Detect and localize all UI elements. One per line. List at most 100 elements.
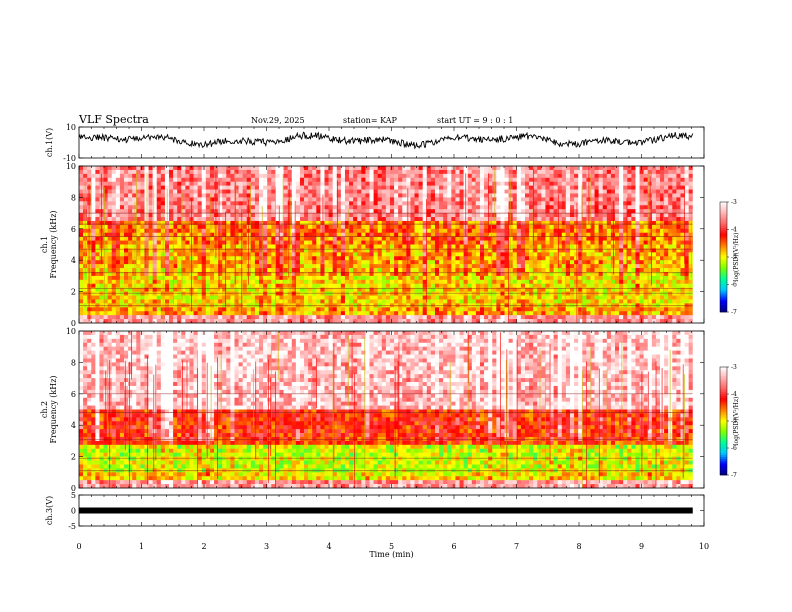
spectrogram-cell bbox=[234, 244, 239, 249]
spectrogram-cell bbox=[332, 240, 338, 245]
spectrogram-cell bbox=[291, 275, 297, 281]
spectrogram-cell bbox=[418, 185, 423, 190]
spectrogram-cell bbox=[103, 256, 108, 261]
spectrogram-cell bbox=[455, 291, 460, 296]
spectrogram-cell bbox=[537, 220, 542, 226]
spectrogram-cell bbox=[516, 236, 522, 241]
spectrogram-cell bbox=[316, 319, 321, 324]
spectrogram-cell bbox=[524, 315, 530, 320]
spectrogram-cell bbox=[250, 252, 256, 257]
spectrogram-cell bbox=[361, 256, 366, 261]
spectrogram-cell bbox=[136, 311, 141, 316]
spectrogram-cell bbox=[79, 268, 84, 273]
spectrogram-cell bbox=[471, 256, 477, 261]
spectrogram-cell bbox=[152, 228, 158, 234]
spectrogram-cell bbox=[414, 217, 419, 222]
spectrogram-cell bbox=[103, 236, 108, 241]
spectrogram-cell bbox=[402, 232, 407, 237]
spectrogram-cell bbox=[169, 166, 174, 171]
spectrogram-cell bbox=[267, 209, 272, 214]
spectrogram-cell bbox=[156, 268, 162, 273]
spectrogram-cell bbox=[467, 224, 473, 230]
spectrogram-cell bbox=[349, 189, 354, 194]
spectrogram-cell bbox=[463, 315, 469, 320]
spectrogram-cell bbox=[201, 279, 207, 285]
spectrogram-cell bbox=[561, 166, 567, 171]
spectrogram-cell bbox=[238, 166, 243, 171]
spectrogram-cell bbox=[541, 220, 546, 226]
spectrogram-cell bbox=[394, 224, 399, 230]
spectrogram-cell bbox=[488, 260, 493, 265]
spectrogram-cell bbox=[332, 319, 338, 324]
spectrogram-cell bbox=[336, 220, 342, 226]
spectrogram-cell bbox=[349, 275, 354, 281]
spectrogram-cell bbox=[414, 201, 419, 206]
spectrogram-cell bbox=[361, 213, 366, 218]
spectrogram-cell bbox=[389, 220, 395, 226]
spectrogram-cell bbox=[426, 260, 432, 265]
spectrogram-cell bbox=[299, 185, 305, 190]
spectrogram-cell bbox=[398, 228, 403, 234]
spectrogram-cell bbox=[410, 256, 415, 261]
spectrogram-cell bbox=[402, 287, 407, 292]
spectrogram-cell bbox=[312, 240, 317, 245]
spectrogram-cell bbox=[201, 197, 207, 202]
spectrogram-cell bbox=[254, 201, 260, 206]
spectrogram-cell bbox=[324, 213, 329, 218]
spectrogram-cell bbox=[87, 173, 92, 179]
spectrogram-cell bbox=[484, 232, 489, 237]
spectrogram-cell bbox=[209, 287, 215, 292]
spectrogram-cell bbox=[414, 173, 419, 179]
spectrogram-cell bbox=[496, 271, 501, 277]
spectrogram-cell bbox=[389, 248, 395, 253]
spectrogram-cell bbox=[230, 173, 235, 179]
spectrogram-cell bbox=[197, 169, 203, 175]
spectrogram-cell bbox=[394, 213, 399, 218]
spectrogram-cell bbox=[209, 299, 215, 304]
spectrogram-cell bbox=[136, 252, 141, 257]
spectrogram-cell bbox=[267, 295, 272, 300]
spectrogram-cell bbox=[234, 268, 239, 273]
spectrogram-cell bbox=[218, 260, 223, 265]
spectrogram-cell bbox=[508, 166, 514, 171]
spectrogram-cell bbox=[148, 299, 153, 304]
spectrogram-cell bbox=[214, 256, 219, 261]
spectrogram-cell bbox=[238, 260, 243, 265]
spectrogram-cell bbox=[124, 311, 129, 316]
spectrogram-cell bbox=[177, 268, 182, 273]
spectrogram-cell bbox=[234, 256, 239, 261]
spectrogram-cell bbox=[565, 209, 571, 214]
spectrogram-cell bbox=[283, 275, 288, 281]
spectrogram-cell bbox=[283, 169, 288, 175]
spectrogram-cell bbox=[185, 287, 190, 292]
spectrogram-cell bbox=[316, 244, 321, 249]
spectrogram-cell bbox=[234, 264, 239, 269]
spectrogram-cell bbox=[365, 217, 370, 222]
spectrogram-cell bbox=[148, 236, 153, 241]
spectrogram-cell bbox=[267, 236, 272, 241]
spectrogram-cell bbox=[455, 299, 460, 304]
spectrogram-cell bbox=[238, 236, 243, 241]
spectrogram-cell bbox=[124, 169, 129, 175]
spectrogram-cell bbox=[414, 224, 419, 230]
spectrogram-cell bbox=[410, 193, 415, 198]
spectrogram-cell bbox=[291, 283, 297, 288]
spectrogram-cell bbox=[295, 217, 301, 222]
spectrogram-cell bbox=[124, 228, 129, 234]
spectrogram-cell bbox=[111, 228, 117, 234]
spectrogram-cell bbox=[87, 181, 92, 186]
spectrogram-cell bbox=[218, 189, 223, 194]
spectrogram-cell bbox=[545, 256, 550, 261]
spectrogram-cell bbox=[373, 252, 378, 257]
spectrogram-cell bbox=[430, 209, 436, 214]
spectrogram-cell bbox=[304, 193, 309, 198]
spectrogram-cell bbox=[279, 213, 284, 218]
spectrogram-cell bbox=[430, 295, 436, 300]
spectrogram-cell bbox=[246, 252, 252, 257]
spectrogram-cell bbox=[402, 260, 407, 265]
spectrogram-cell bbox=[561, 264, 567, 269]
spectrogram-cell bbox=[209, 173, 215, 179]
spectrogram-cell bbox=[434, 205, 440, 210]
spectrogram-cell bbox=[434, 209, 440, 214]
spectrogram-cell bbox=[455, 295, 460, 300]
